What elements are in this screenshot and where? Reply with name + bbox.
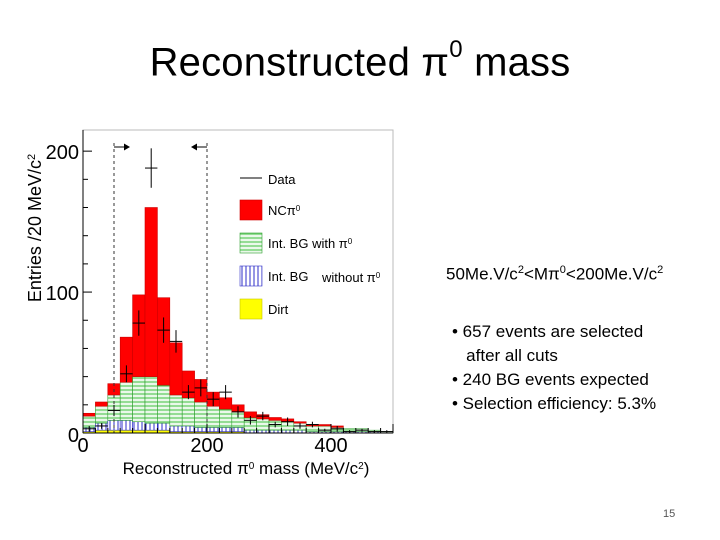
- bar-int-bg-without-0: [206, 427, 220, 432]
- data-points: [83, 148, 393, 433]
- upper-cut-arrowhead: [191, 143, 197, 151]
- y-tick-label: 0: [68, 425, 79, 447]
- bar-int-bg-with-0: [144, 376, 158, 424]
- bar-int-bg-with-0: [206, 405, 220, 428]
- y-tick-label: 200: [46, 142, 79, 164]
- bar-int-bg-without-0: [181, 425, 195, 432]
- bullet-line: • Selection efficiency: 5.3%: [452, 394, 657, 413]
- bar-nc-0: [318, 424, 332, 427]
- cut-markers: [113, 143, 208, 433]
- bar-int-bg-with-0: [219, 408, 233, 428]
- legend-swatch: [239, 199, 263, 221]
- axes: 0 200 400 0 100 200 Reconstructed π0 mass (MeV…: [25, 130, 394, 478]
- bar-nc-0: [268, 417, 282, 421]
- x-axis-label: Reconstructed π0 mass (MeV/c2): [123, 459, 370, 478]
- bar-int-bg-without-0: [194, 427, 208, 432]
- legend-label: Dirt: [268, 302, 289, 317]
- bar-nc-0: [95, 401, 109, 407]
- mass-window-label: 50Me.V/c2<Mπ0<200Me.V/c2: [446, 264, 664, 284]
- bar-int-bg-with-0: [169, 394, 183, 427]
- bar-int-bg-with-0: [181, 397, 195, 427]
- bar-nc-0: [293, 421, 307, 424]
- lower-cut-arrowhead: [124, 143, 130, 151]
- bar-int-bg-without-0: [144, 422, 158, 431]
- x-tick-label: 0: [77, 435, 88, 457]
- bar-int-bg-without-0: [132, 421, 146, 431]
- legend-label: Int. BG: [268, 269, 308, 284]
- bar-int-bg-with-0: [132, 376, 146, 423]
- legend-data-label: Data: [268, 172, 296, 187]
- bar-int-bg-with-0: [82, 415, 96, 428]
- page-number: 15: [663, 508, 676, 520]
- bar-int-bg-with-0: [256, 418, 270, 431]
- y-tick-label: 100: [46, 283, 79, 305]
- bullet-line: after all cuts: [452, 346, 558, 365]
- bar-int-bg-without-0: [231, 427, 245, 432]
- x-tick-label: 200: [190, 435, 223, 457]
- bar-int-bg-without-0: [219, 427, 233, 432]
- legend-label-extra: without π0: [321, 270, 381, 285]
- bar-int-bg-with-0: [157, 384, 171, 424]
- bar-int-bg-without-0: [169, 425, 183, 432]
- summary-bullets: • 657 events are selected after all cuts…: [452, 320, 656, 416]
- bar-int-bg-with-0: [194, 401, 208, 428]
- bullet-line: • 657 events are selected: [452, 322, 644, 341]
- legend-swatch: [239, 265, 263, 287]
- x-tick-label: 400: [314, 435, 347, 457]
- legend: Data NCπ0 Int. BG with π0 Int. BG Dirt withou…: [239, 172, 381, 320]
- y-axis-label: Entries /20 MeV/c2: [25, 154, 45, 302]
- legend-label: NCπ0: [268, 203, 301, 218]
- legend-label: Int. BG with π0: [268, 236, 353, 251]
- bar-nc-0: [82, 412, 96, 417]
- bar-int-bg-with-0: [119, 381, 133, 421]
- bar-int-bg-with-0: [95, 405, 109, 424]
- legend-swatch: [239, 232, 263, 254]
- bar-nc-0: [219, 397, 233, 410]
- bar-int-bg-without-0: [119, 420, 133, 431]
- bar-int-bg-without-0: [157, 422, 171, 431]
- slide-title: Reconstructed π0 mass: [149, 36, 571, 85]
- legend-swatch: [239, 298, 263, 320]
- bullet-line: • 240 BG events expected: [452, 370, 649, 389]
- bar-nc-0: [144, 207, 158, 377]
